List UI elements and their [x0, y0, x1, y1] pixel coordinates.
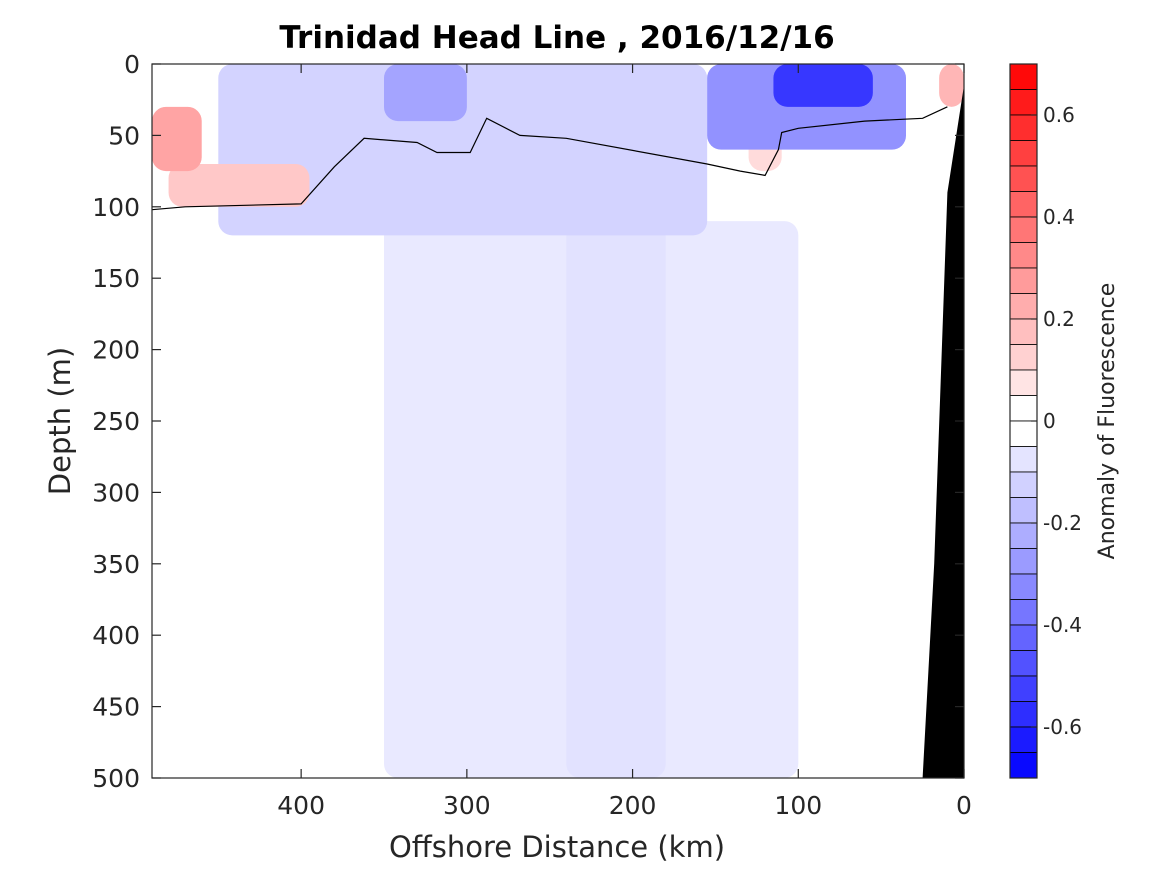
x-axis-ticks: 400 300 200 100 0	[277, 64, 972, 820]
anomaly-region-11	[773, 64, 873, 107]
colorbar-tick-label: 0.4	[1043, 205, 1075, 229]
colorbar-band	[1009, 446, 1038, 473]
colorbar-tick-label: 0.2	[1043, 307, 1075, 331]
colorbar-band	[1009, 650, 1038, 677]
anomaly-region-6	[168, 163, 310, 207]
colorbar-band	[1009, 395, 1038, 422]
y-tick-label: 500	[92, 764, 140, 793]
colorbar-band	[1009, 420, 1038, 447]
y-tick-label: 50	[108, 121, 140, 150]
colorbar-label: Anomaly of Fluorescence	[1095, 283, 1120, 560]
colorbar-band	[1009, 497, 1038, 524]
y-tick-label: 450	[92, 693, 140, 722]
colorbar-band	[1009, 752, 1038, 779]
colorbar-tick-label: -0.4	[1043, 613, 1082, 637]
colorbar-band	[1009, 369, 1038, 396]
x-tick-label: 100	[774, 791, 822, 820]
colorbar-band	[1009, 624, 1038, 651]
y-tick-label: 0	[124, 50, 140, 79]
colorbar: 0.6 0.4 0.2 0 -0.2 -0.4 -0.6	[1009, 63, 1082, 779]
colorbar-band	[1009, 216, 1038, 243]
colorbar-band	[1009, 599, 1038, 626]
y-axis-ticks: 0 50 100 150 200 250 300 350 400 450 500	[92, 50, 964, 793]
colorbar-band	[1009, 140, 1038, 167]
colorbar-band	[1009, 89, 1038, 116]
zero-contour-line	[151, 106, 948, 211]
seafloor-bathymetry	[922, 85, 964, 778]
y-tick-label: 100	[92, 193, 140, 222]
colorbar-band	[1009, 165, 1038, 192]
x-tick-label: 200	[609, 791, 657, 820]
colorbar-band	[1009, 293, 1038, 320]
colorbar-band	[1009, 726, 1038, 753]
anomaly-fill-layer	[152, 64, 964, 778]
colorbar-tick-label: -0.2	[1043, 511, 1082, 535]
colorbar-tick-label: 0.6	[1043, 103, 1075, 127]
x-tick-label: 400	[277, 791, 325, 820]
colorbar-band	[1009, 344, 1038, 371]
colorbar-tick-label: 0	[1043, 409, 1056, 433]
colorbar-band	[1009, 63, 1038, 90]
y-tick-label: 350	[92, 550, 140, 579]
colorbar-band	[1009, 522, 1038, 549]
anomaly-region-5	[218, 64, 708, 236]
colorbar-band	[1009, 191, 1038, 218]
y-tick-label: 300	[92, 478, 140, 507]
colorbar-band	[1009, 573, 1038, 600]
colorbar-band	[1009, 318, 1038, 345]
y-tick-label: 150	[92, 264, 140, 293]
anomaly-region-7	[939, 64, 964, 107]
colorbar-band	[1009, 242, 1038, 269]
y-axis-label: Depth (m)	[43, 347, 77, 495]
anomaly-region-9	[384, 64, 467, 122]
x-tick-label: 300	[443, 791, 491, 820]
colorbar-band	[1009, 675, 1038, 702]
plot-area	[151, 63, 965, 779]
x-tick-label: 0	[956, 791, 972, 820]
anomaly-region-8	[152, 106, 202, 172]
colorbar-band	[1009, 471, 1038, 498]
y-tick-label: 250	[92, 407, 140, 436]
colorbar-tick-label: -0.6	[1043, 715, 1082, 739]
x-axis-label: Offshore Distance (km)	[389, 830, 725, 864]
colorbar-band	[1009, 267, 1038, 294]
chart-title: Trinidad Head Line , 2016/12/16	[279, 20, 834, 56]
colorbar-band	[1009, 701, 1038, 728]
y-tick-label: 200	[92, 336, 140, 365]
anomaly-region-1	[566, 221, 666, 778]
colorbar-band	[1009, 114, 1038, 141]
y-tick-label: 400	[92, 621, 140, 650]
colorbar-band	[1009, 548, 1038, 575]
